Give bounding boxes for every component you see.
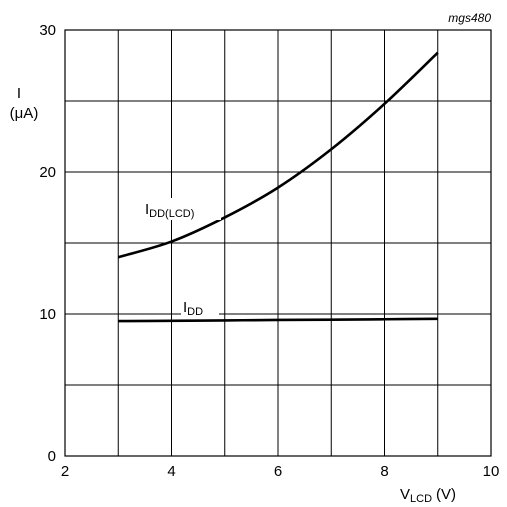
series-line-idd [118, 317, 438, 323]
x-axis-label-main: V [400, 486, 410, 503]
y-axis-label-main: I [17, 85, 21, 102]
x-tick-label: 10 [483, 463, 500, 480]
series-label-idd-main: I [183, 299, 187, 316]
y-tick-label: 10 [39, 306, 56, 323]
series-label-idd: IDD [183, 299, 203, 318]
y-tick-label: 0 [48, 448, 56, 465]
figure-code: mgs480 [448, 11, 491, 25]
series-label-bg-idd [181, 297, 219, 319]
tick-labels: 2 4 6 8 10 0 10 20 30 [39, 22, 499, 480]
series-line-idd-lcd [117, 51, 439, 259]
x-tick-label: 8 [380, 463, 388, 480]
y-tick-label: 30 [39, 22, 56, 39]
series-label-idd-lcd-sub: DD(LCD) [149, 208, 194, 220]
x-tick-label: 4 [167, 463, 175, 480]
series-label-idd-lcd-main: I [145, 201, 149, 218]
grid [65, 30, 491, 456]
x-tick-label: 2 [61, 463, 69, 480]
series-label-idd-sub: DD [187, 306, 203, 318]
x-tick-label: 6 [274, 463, 282, 480]
y-axis-label-unit: (μA) [10, 105, 39, 122]
series-group [117, 51, 439, 323]
series-label-bg-idd-lcd [141, 198, 221, 220]
x-axis-label-sub: LCD [410, 493, 432, 505]
x-axis-label-unit: (V) [436, 486, 456, 503]
x-axis-label: VLCD (V) [400, 486, 456, 505]
series-label-idd-lcd: IDD(LCD) [145, 201, 194, 220]
plot-border [64, 29, 492, 457]
plot-frame [64, 29, 492, 457]
y-tick-label: 20 [39, 164, 56, 181]
